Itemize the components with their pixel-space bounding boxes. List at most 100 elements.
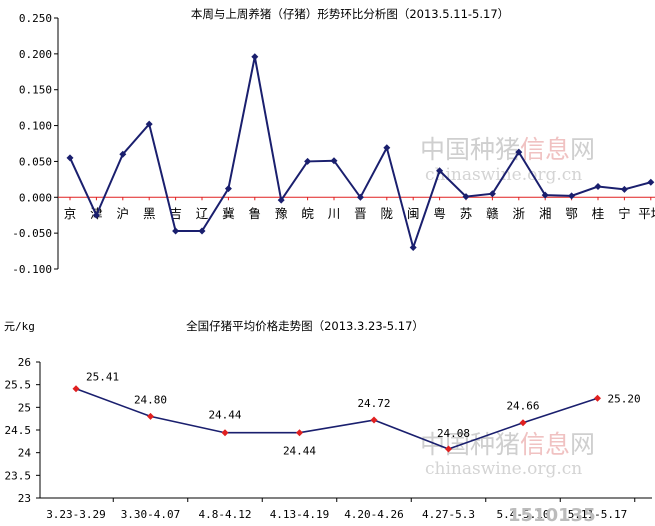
chart-1-point — [92, 211, 100, 219]
chart-1-point — [277, 196, 285, 204]
chart-1-point — [462, 193, 470, 201]
chart-1-y-tick-label: -0.050 — [12, 227, 52, 240]
chart-1-title: 本周与上周养猪（仔猪）形势环比分析图（2013.5.11-5.17） — [191, 7, 509, 21]
chart-2-x-ticks: 3.23-3.29 3.30-4.07 4.8-4.12 4.13-4.19 4.20-… — [46, 498, 636, 521]
svg-text:中国种猪信息网: 中国种猪信息网 — [420, 135, 595, 164]
chart-1-y-tick-label: 0.050 — [19, 155, 52, 168]
chart-1-category-label: 京 — [64, 206, 77, 221]
chart-1-category-labels: 京津沪黑吉辽冀鲁豫皖川晋陇闽粤苏赣浙湘鄂桂宁平均 — [64, 197, 655, 221]
chart-2-point — [221, 429, 229, 437]
chart-2-point — [594, 394, 601, 402]
chart-1-point — [198, 227, 206, 235]
chart-2-x-tick-label: 5.11-5.17 — [568, 508, 628, 521]
chart-1-y-tick-label: 0.250 — [19, 12, 52, 25]
chart-1-y-tick-label: 0.100 — [19, 120, 52, 133]
chart-2-x-tick-label: 4.27-5.3 — [422, 508, 475, 521]
chart-1-point — [647, 178, 655, 186]
chart-1-category-label: 皖 — [301, 206, 314, 221]
chart-1-category-label: 苏 — [460, 206, 473, 221]
chart-2-y-ticks: 26 25.5 25 24.5 24 23.5 23 — [5, 356, 40, 505]
chart-2-x-tick-label: 4.13-4.19 — [270, 508, 330, 521]
chart-2-data-label: 24.66 — [506, 400, 539, 413]
chart-1-category-label: 宁 — [618, 206, 631, 221]
chart-1-y-tick-label: 0.200 — [19, 48, 52, 61]
chart-1-category-label: 冀 — [222, 206, 235, 221]
chart-1-category-label: 辽 — [196, 206, 209, 221]
chart-1-category-label: 桂 — [592, 206, 605, 221]
chart-2-point — [370, 416, 378, 424]
chart-1-category-label: 湘 — [539, 206, 552, 221]
chart-1-category-label: 沪 — [117, 206, 130, 221]
chart-1-y-tick-label: 0.150 — [19, 84, 52, 97]
chart-2-title: 全国仔猪平均价格走势图（2013.3.23-5.17） — [186, 319, 424, 333]
chart-1-category-label: 闽 — [407, 206, 420, 221]
chart-2-data-label: 24.80 — [134, 393, 167, 406]
chart-2-y-tick-label: 25 — [18, 401, 31, 414]
chart-2-data-label: 24.44 — [283, 445, 316, 458]
chart-2-data-label: 25.20 — [608, 392, 641, 405]
chart-2-y-tick-label: 26 — [18, 356, 31, 369]
chart-1-point — [304, 157, 312, 165]
chart-1-category-label: 赣 — [486, 206, 499, 221]
chart-1-point — [251, 53, 259, 61]
chart-1-y-ticks: 0.250 0.200 0.150 0.100 0.050 0.000 -0.050 -0.1… — [12, 12, 58, 276]
chart-2-y-label: 元/kg — [4, 320, 35, 333]
chart-1-point — [172, 227, 180, 235]
chart-1: 本周与上周养猪（仔猪）形势环比分析图（2013.5.11-5.17） 0.250… — [12, 7, 655, 276]
chart-2-data-label: 24.72 — [357, 397, 390, 410]
chart-2-point — [445, 445, 452, 453]
chart-2-y-tick-label: 25.5 — [5, 379, 32, 392]
chart-1-point — [356, 193, 364, 201]
chart-2-x-tick-label: 4.8-4.12 — [199, 508, 252, 521]
chart-1-point — [541, 191, 549, 199]
chart-1-category-label: 陇 — [381, 206, 394, 221]
chart-2-point — [72, 385, 80, 393]
chart-1-point — [488, 190, 496, 198]
chart-1-point — [330, 157, 338, 165]
chart-1-category-label: 黑 — [143, 206, 156, 221]
chart-2-x-tick-label: 5.4-5.10 — [497, 508, 550, 521]
chart-2-data-labels: 25.41 24.80 24.44 24.44 24.72 24.08 24.66 25.20 — [86, 371, 641, 458]
chart-2-y-tick-label: 23.5 — [5, 469, 32, 482]
chart-1-category-label: 浙 — [513, 206, 526, 221]
chart-1-point — [515, 148, 523, 156]
chart-1-point — [620, 185, 628, 193]
chart-2-x-tick-label: 3.23-3.29 — [46, 508, 106, 521]
chart-1-category-label: 川 — [328, 206, 341, 221]
chart-1-point — [409, 243, 417, 251]
chart-1-point — [66, 154, 74, 162]
chart-2-series-line — [75, 387, 598, 450]
chart-1-point — [145, 120, 153, 128]
chart-1-point — [119, 150, 127, 158]
chart-1-point — [594, 183, 602, 191]
brand-logo: 1510135 — [508, 505, 596, 526]
chart-2-point — [147, 412, 154, 420]
chart-1-category-label: 鄂 — [565, 206, 578, 221]
chart-2-markers — [72, 385, 601, 453]
chart-1-y-tick-label: -0.100 — [12, 263, 52, 276]
chart-1-category-label: 平均 — [638, 206, 655, 221]
chart-1-point — [224, 185, 232, 193]
svg-text:chinaswine.org.cn: chinaswine.org.cn — [425, 459, 582, 479]
chart-2-data-label: 25.41 — [86, 371, 119, 384]
chart-2-y-tick-label: 23 — [18, 492, 31, 505]
chart-2-point — [519, 419, 527, 427]
chart-2-y-tick-label: 24.5 — [5, 424, 32, 437]
chart-2-x-tick-label: 4.20-4.26 — [344, 508, 404, 521]
chart-1-category-label: 粤 — [433, 206, 446, 221]
chart-1-point — [383, 144, 391, 152]
chart-1-point — [436, 167, 444, 175]
chart-2-data-label: 24.44 — [208, 409, 241, 422]
chart-1-category-label: 晋 — [354, 206, 367, 221]
chart-1-point — [568, 192, 576, 200]
chart-2-x-tick-label: 3.30-4.07 — [121, 508, 181, 521]
chart-2: 全国仔猪平均价格走势图（2013.3.23-5.17） 元/kg 2625.52… — [4, 319, 652, 521]
chart-1-y-tick-label: 0.000 — [19, 191, 52, 204]
chart-1-markers — [66, 53, 655, 251]
chart-1-category-label: 鲁 — [249, 206, 262, 221]
chart-2-data-label: 24.08 — [437, 427, 470, 440]
chart-1-category-label: 豫 — [275, 206, 288, 221]
chart-2-point — [296, 429, 303, 437]
chart-2-y-tick-label: 24 — [18, 447, 32, 460]
